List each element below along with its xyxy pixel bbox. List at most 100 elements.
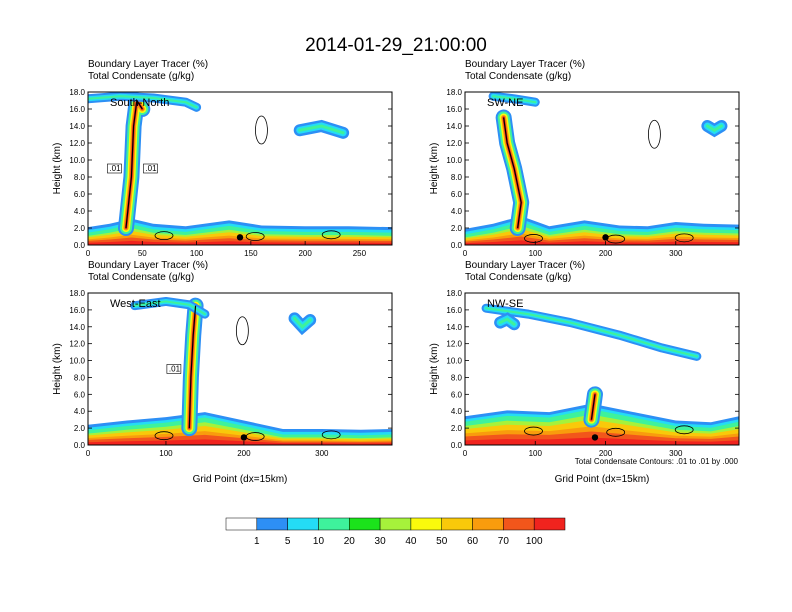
panel-west-east: .01 0.0 2.0 4.0 6.0 8.0 10.0 12.0 14.0 16.0 18.0 0 1… <box>52 260 393 485</box>
colorbar-label: 5 <box>285 536 291 547</box>
x-tick-label: 0 <box>86 249 91 258</box>
x-tick-label: 50 <box>138 249 147 258</box>
colorbar-label: 20 <box>344 536 356 547</box>
main-title: 2014-01-29_21:00:00 <box>305 35 487 56</box>
y-tick-label: 16.0 <box>69 105 85 114</box>
contour-label-box <box>143 163 158 174</box>
colorbar-label: 30 <box>375 536 387 547</box>
surface-band-7 <box>465 437 739 445</box>
x-tick-label: 250 <box>353 249 367 258</box>
contour-label: .01 <box>169 364 181 373</box>
colorbar-segment <box>503 517 535 531</box>
contour-low-2 <box>321 230 341 240</box>
condensate-contours <box>524 394 694 437</box>
y-tick-label: 0.0 <box>74 441 86 450</box>
y-axis-title: Height (km) <box>52 143 63 195</box>
colorbar-segment <box>441 517 473 531</box>
colorbar-segment <box>225 517 258 531</box>
y-tick-label: 12.0 <box>446 340 462 349</box>
contour-note: Total Condensate Contours: .01 to .01 by… <box>575 457 739 466</box>
x-tick-label: 0 <box>463 249 468 258</box>
plot-frame <box>87 292 393 446</box>
y-axis-title: Height (km) <box>52 343 63 395</box>
colorbar-segment <box>349 517 381 531</box>
panel-shaded-title: Boundary Layer Tracer (%) <box>88 59 208 70</box>
x-tick-label: 300 <box>669 449 683 458</box>
y-tick-label: 6.0 <box>451 390 463 399</box>
colorbar-segment <box>472 517 504 531</box>
upper-cloud-layer-2 <box>298 124 345 135</box>
y-tick-label: 10.0 <box>446 156 462 165</box>
surface-band-7 <box>88 439 392 445</box>
y-tick-label: 4.0 <box>74 207 86 216</box>
y-tick-label: 12.0 <box>446 139 462 148</box>
y-tick-label: 0.0 <box>74 241 86 250</box>
colorbar-label: 60 <box>467 536 479 547</box>
y-tick-label: 10.0 <box>69 357 85 366</box>
y-tick-label: 4.0 <box>451 207 463 216</box>
panel-contour-title: Total Condensate (g/kg) <box>465 71 571 82</box>
tracer-field <box>88 296 392 445</box>
colorbar-label: 10 <box>313 536 325 547</box>
contour-label-box <box>166 364 182 374</box>
colorbar-segment <box>379 517 412 531</box>
x-tick-label: 200 <box>599 249 613 258</box>
colorbar-segment <box>287 517 319 531</box>
y-tick-label: 2.0 <box>74 424 86 433</box>
colorbar-label: 50 <box>436 536 448 547</box>
y-tick-label: 0.0 <box>451 441 463 450</box>
y-tick-label: 16.0 <box>69 306 85 315</box>
location-marker <box>602 234 609 241</box>
contour-low-2 <box>674 233 694 243</box>
x-tick-label: 100 <box>529 249 543 258</box>
y-tick-label: 18.0 <box>69 289 85 298</box>
panel-label: SW-NE <box>487 97 523 109</box>
y-tick-label: 14.0 <box>446 122 462 131</box>
contour-plume <box>188 305 197 429</box>
y-tick-label: 0.0 <box>451 241 463 250</box>
colorbar: 1 5 10 20 30 40 50 60 70 100 <box>225 517 566 547</box>
contour-label-box <box>107 163 122 174</box>
y-tick-label: 8.0 <box>74 173 86 182</box>
location-marker <box>591 434 599 441</box>
anvil-layer-2 <box>88 95 198 109</box>
y-tick-label: 4.0 <box>74 407 86 416</box>
tracer-field <box>465 92 739 245</box>
contour-plume <box>125 98 143 229</box>
panel-nw-se: 0.0 2.0 4.0 6.0 8.0 10.0 12.0 14.0 16.0 18.0 0 100 2… <box>429 260 740 485</box>
panel-contour-title: Total Condensate (g/kg) <box>88 272 194 283</box>
colorbar-label: 40 <box>405 536 417 547</box>
panel-shaded-title: Boundary Layer Tracer (%) <box>465 260 585 271</box>
contour-low-1 <box>606 427 626 437</box>
x-tick-label: 300 <box>669 249 683 258</box>
y-tick-label: 18.0 <box>446 289 462 298</box>
x-axis-title: Grid Point (dx=15km) <box>193 474 288 485</box>
condensate-contours <box>125 98 341 241</box>
y-tick-label: 14.0 <box>69 323 85 332</box>
contour-low-2 <box>321 430 341 440</box>
panel-contour-title: Total Condensate (g/kg) <box>465 272 571 283</box>
colorbar-segment <box>256 517 288 531</box>
x-tick-label: 0 <box>86 449 91 458</box>
contour-label: .01 <box>109 164 121 173</box>
y-tick-label: 8.0 <box>451 173 463 182</box>
contour-upper <box>648 119 661 149</box>
y-tick-label: 8.0 <box>74 373 86 382</box>
surface-band-7 <box>465 240 739 245</box>
contour-low-1 <box>245 232 265 241</box>
y-tick-label: 6.0 <box>74 190 86 199</box>
panel-shaded-title: Boundary Layer Tracer (%) <box>88 260 208 271</box>
y-tick-label: 8.0 <box>451 373 463 382</box>
contour-low-0 <box>524 234 543 243</box>
x-tick-label: 150 <box>244 249 258 258</box>
y-tick-label: 14.0 <box>446 323 462 332</box>
x-tick-label: 300 <box>315 449 329 458</box>
contour-low-0 <box>154 231 174 241</box>
y-tick-label: 4.0 <box>451 407 463 416</box>
tracer-field <box>465 303 739 445</box>
y-tick-label: 2.0 <box>451 224 463 233</box>
anvil-layer-2 <box>492 95 537 104</box>
x-tick-label: 0 <box>463 449 468 458</box>
y-tick-label: 6.0 <box>74 390 86 399</box>
